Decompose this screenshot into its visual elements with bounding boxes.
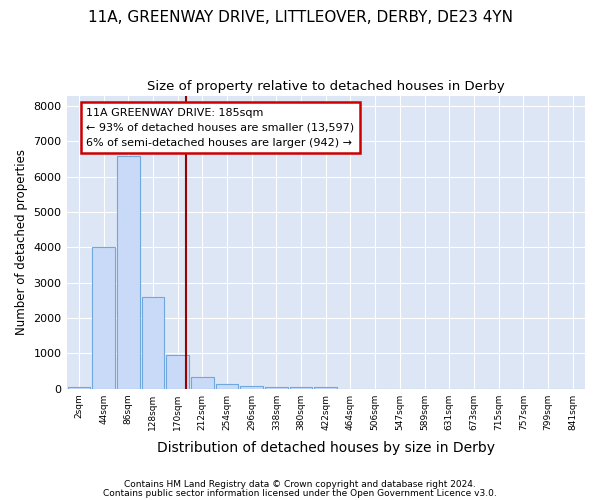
Text: Contains public sector information licensed under the Open Government Licence v3: Contains public sector information licen… (103, 488, 497, 498)
Text: 11A GREENWAY DRIVE: 185sqm
← 93% of detached houses are smaller (13,597)
6% of s: 11A GREENWAY DRIVE: 185sqm ← 93% of deta… (86, 108, 355, 148)
Title: Size of property relative to detached houses in Derby: Size of property relative to detached ho… (147, 80, 505, 93)
X-axis label: Distribution of detached houses by size in Derby: Distribution of detached houses by size … (157, 441, 495, 455)
Bar (191, 377, 214, 388)
Bar (215, 384, 238, 388)
Bar (290, 387, 313, 388)
Bar (68, 387, 90, 388)
Text: Contains HM Land Registry data © Crown copyright and database right 2024.: Contains HM Land Registry data © Crown c… (124, 480, 476, 489)
Text: 11A, GREENWAY DRIVE, LITTLEOVER, DERBY, DE23 4YN: 11A, GREENWAY DRIVE, LITTLEOVER, DERBY, … (88, 10, 512, 25)
Bar (241, 386, 263, 388)
Bar (92, 248, 115, 388)
Bar (166, 355, 189, 388)
Bar (142, 297, 164, 388)
Bar (117, 156, 140, 388)
Bar (265, 387, 288, 388)
Bar (314, 387, 337, 388)
Y-axis label: Number of detached properties: Number of detached properties (15, 149, 28, 335)
